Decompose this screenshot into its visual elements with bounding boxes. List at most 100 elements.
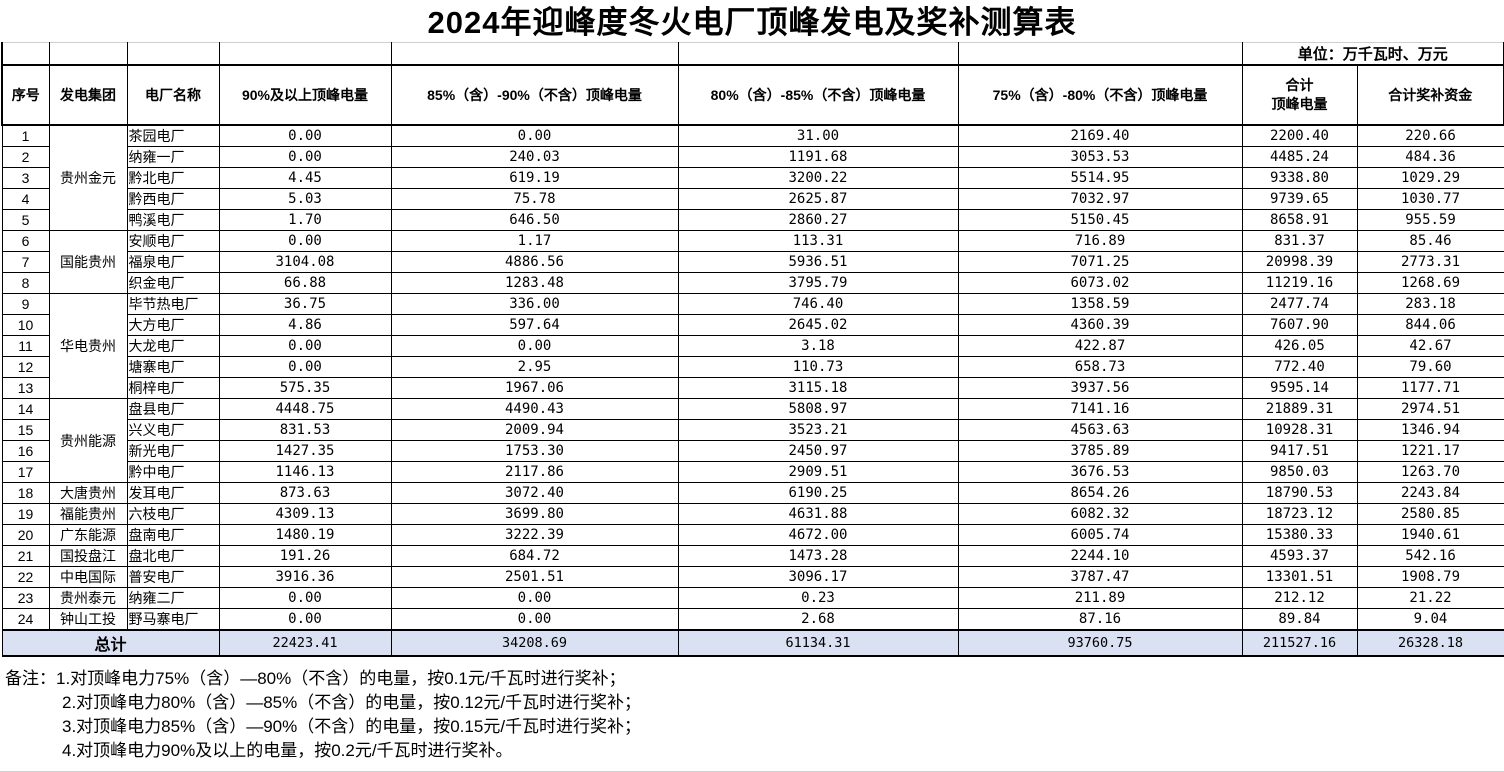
- value-cell: 2.68: [677, 608, 959, 631]
- value-cell: 191.26: [218, 545, 392, 567]
- column-header: 80%（含）-85%（不含）顶峰电量: [677, 64, 959, 126]
- value-cell: 1191.68: [677, 146, 959, 168]
- group-name: 钟山工投: [48, 608, 128, 631]
- plant-name: 发耳电厂: [126, 482, 220, 504]
- value-cell: 18790.53: [1241, 482, 1358, 504]
- plant-name: 黔西电厂: [126, 188, 220, 210]
- value-cell: 3200.22: [677, 167, 959, 189]
- value-cell: 1268.69: [1356, 272, 1504, 294]
- value-cell: 4309.13: [218, 503, 392, 525]
- value-cell: 5.03: [218, 188, 392, 210]
- group-name: 贵州泰元: [48, 587, 128, 609]
- value-cell: 5808.97: [677, 398, 959, 420]
- row-number: 9: [1, 293, 50, 315]
- note-line: 4.对顶峰电力90%及以上的电量，按0.2元/千瓦时进行奖补。: [62, 741, 513, 760]
- value-cell: 6005.74: [957, 524, 1243, 546]
- value-cell: 772.40: [1241, 356, 1358, 378]
- row-number: 16: [1, 440, 50, 462]
- value-cell: 0.00: [218, 146, 392, 168]
- value-cell: 110.73: [677, 356, 959, 378]
- group-name: 国能贵州: [48, 230, 128, 294]
- value-cell: 20998.39: [1241, 251, 1358, 273]
- value-cell: 2450.97: [677, 440, 959, 462]
- plant-name: 安顺电厂: [126, 230, 220, 252]
- row-number: 8: [1, 272, 50, 294]
- plant-name: 塘寨电厂: [126, 356, 220, 378]
- plant-name: 纳雍一厂: [126, 146, 220, 168]
- value-cell: 4448.75: [218, 398, 392, 420]
- page-title: 2024年迎峰度冬火电厂顶峰发电及奖补测算表: [427, 5, 1077, 40]
- table-row: 4 黔西电厂 5.03 75.78 2625.87 7032.97 9739.65 1030.…: [1, 188, 1504, 210]
- value-cell: 3053.53: [957, 146, 1243, 168]
- row-number: 5: [1, 209, 50, 231]
- value-cell: 3699.80: [390, 503, 679, 525]
- header-row: 序号 发电集团 电厂名称 90%及以上顶峰电量 85%（含）-90%（不含）顶峰电量 80…: [1, 64, 1504, 126]
- group-name: 国投盘江: [48, 545, 128, 567]
- value-cell: 79.60: [1356, 356, 1504, 378]
- value-cell: 4631.88: [677, 503, 959, 525]
- column-header: 合计奖补资金: [1356, 64, 1504, 126]
- group-name: 华电贵州: [48, 293, 128, 399]
- note-line: 3.对顶峰电力85%（含）—90%（不含）的电量，按0.15元/千瓦时进行奖补；: [62, 717, 642, 736]
- plant-name: 兴义电厂: [126, 419, 220, 441]
- row-number: 10: [1, 314, 50, 336]
- row-number: 11: [1, 335, 50, 357]
- value-cell: 2580.85: [1356, 503, 1504, 525]
- unit-spacer-cell: [126, 42, 220, 65]
- value-cell: 831.37: [1241, 230, 1358, 252]
- row-number: 17: [1, 461, 50, 483]
- total-row: 总计 22423.41 34208.69 61134.31 93760.75 211527…: [1, 629, 1504, 657]
- value-cell: 0.00: [218, 608, 392, 631]
- value-cell: 1.70: [218, 209, 392, 231]
- value-cell: 211.89: [957, 587, 1243, 609]
- total-value-cell: 26328.18: [1356, 629, 1504, 657]
- total-value-cell: 22423.41: [218, 629, 392, 657]
- unit-spacer-cell: [957, 42, 1243, 65]
- value-cell: 85.46: [1356, 230, 1504, 252]
- value-cell: 684.72: [390, 545, 679, 567]
- value-cell: 11219.16: [1241, 272, 1358, 294]
- table-row: 7 福泉电厂 3104.08 4886.56 5936.51 7071.25 20998.3…: [1, 251, 1504, 273]
- column-header: 合计 顶峰电量: [1241, 64, 1358, 126]
- table-row: 9 华电贵州 毕节热电厂 36.75 336.00 746.40 1358.59 2477.7…: [1, 293, 1504, 399]
- value-cell: 955.59: [1356, 209, 1504, 231]
- plant-name: 六枝电厂: [126, 503, 220, 525]
- value-cell: 1.17: [390, 230, 679, 252]
- value-cell: 4490.43: [390, 398, 679, 420]
- row-number: 20: [1, 524, 50, 546]
- row-number: 21: [1, 545, 50, 567]
- group-name: 贵州能源: [48, 398, 128, 483]
- value-cell: 283.18: [1356, 293, 1504, 315]
- value-cell: 7032.97: [957, 188, 1243, 210]
- value-cell: 7071.25: [957, 251, 1243, 273]
- value-cell: 597.64: [390, 314, 679, 336]
- value-cell: 3.18: [677, 335, 959, 357]
- value-cell: 1358.59: [957, 293, 1243, 315]
- group-name: 福能贵州: [48, 503, 128, 525]
- value-cell: 3937.56: [957, 377, 1243, 399]
- total-value-cell: 93760.75: [957, 629, 1243, 657]
- value-cell: 36.75: [218, 293, 392, 315]
- row-number: 3: [1, 167, 50, 189]
- group-name: 中电国际: [48, 566, 128, 588]
- table-row: 12 塘寨电厂 0.00 2.95 110.73 658.73 772.40 79.60: [1, 356, 1504, 378]
- value-cell: 1427.35: [218, 440, 392, 462]
- value-cell: 7141.16: [957, 398, 1243, 420]
- value-cell: 0.00: [390, 335, 679, 357]
- plant-name: 黔中电厂: [126, 461, 220, 483]
- plant-name: 福泉电厂: [126, 251, 220, 273]
- unit-spacer-cell: [48, 42, 128, 65]
- value-cell: 4.45: [218, 167, 392, 189]
- value-cell: 75.78: [390, 188, 679, 210]
- value-cell: 1967.06: [390, 377, 679, 399]
- value-cell: 3916.36: [218, 566, 392, 588]
- table-row: 18 大唐贵州 发耳电厂 873.63 3072.40 6190.25 8654.26 187…: [1, 482, 1504, 504]
- value-cell: 0.00: [218, 356, 392, 378]
- value-cell: 873.63: [218, 482, 392, 504]
- value-cell: 0.00: [390, 608, 679, 631]
- unit-label: 单位：万千瓦时、万元: [1241, 42, 1504, 65]
- value-cell: 31.00: [677, 124, 959, 147]
- value-cell: 220.66: [1356, 124, 1504, 147]
- plant-name: 织金电厂: [126, 272, 220, 294]
- plant-name: 桐梓电厂: [126, 377, 220, 399]
